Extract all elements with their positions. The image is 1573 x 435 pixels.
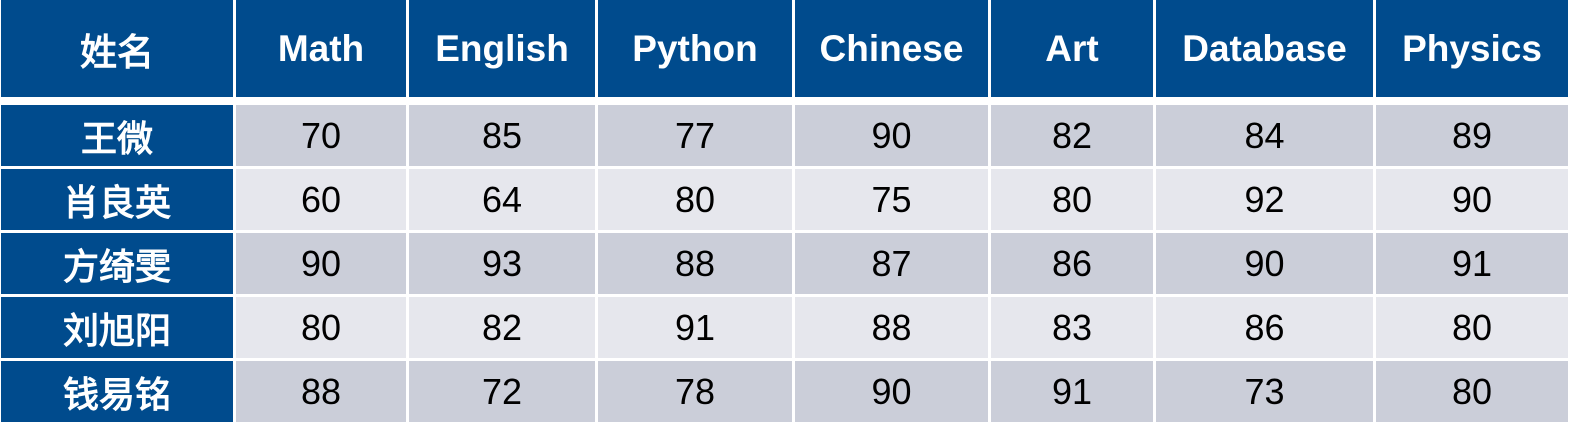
score-cell: 90 bbox=[795, 105, 988, 166]
score-cell: 85 bbox=[409, 105, 595, 166]
score-cell: 90 bbox=[1156, 233, 1373, 294]
score-cell: 89 bbox=[1376, 105, 1568, 166]
score-cell: 84 bbox=[1156, 105, 1373, 166]
score-cell: 77 bbox=[598, 105, 792, 166]
score-cell: 72 bbox=[409, 361, 595, 422]
score-cell: 82 bbox=[409, 297, 595, 358]
header-cell: 姓名 bbox=[1, 0, 233, 97]
name-cell: 王微 bbox=[1, 105, 233, 166]
score-cell: 64 bbox=[409, 169, 595, 230]
score-cell: 91 bbox=[1376, 233, 1568, 294]
name-cell: 方绮雯 bbox=[1, 233, 233, 294]
score-cell: 91 bbox=[598, 297, 792, 358]
score-table: 姓名 Math English Python Chinese Art Database Phy… bbox=[1, 0, 1568, 422]
score-cell: 82 bbox=[991, 105, 1153, 166]
score-cell: 80 bbox=[1376, 297, 1568, 358]
score-cell: 80 bbox=[598, 169, 792, 230]
name-cell: 刘旭阳 bbox=[1, 297, 233, 358]
score-cell: 88 bbox=[598, 233, 792, 294]
score-cell: 87 bbox=[795, 233, 988, 294]
score-cell: 83 bbox=[991, 297, 1153, 358]
score-cell: 86 bbox=[1156, 297, 1373, 358]
score-cell: 88 bbox=[236, 361, 406, 422]
header-cell: Python bbox=[598, 0, 792, 97]
score-cell: 80 bbox=[1376, 361, 1568, 422]
score-cell: 70 bbox=[236, 105, 406, 166]
score-cell: 60 bbox=[236, 169, 406, 230]
score-cell: 78 bbox=[598, 361, 792, 422]
score-cell: 88 bbox=[795, 297, 988, 358]
score-cell: 91 bbox=[991, 361, 1153, 422]
header-cell: Chinese bbox=[795, 0, 988, 97]
header-cell: Physics bbox=[1376, 0, 1568, 97]
header-cell: Math bbox=[236, 0, 406, 97]
name-cell: 肖良英 bbox=[1, 169, 233, 230]
header-cell: Database bbox=[1156, 0, 1373, 97]
score-cell: 75 bbox=[795, 169, 988, 230]
header-cell: Art bbox=[991, 0, 1153, 97]
score-cell: 86 bbox=[991, 233, 1153, 294]
score-cell: 90 bbox=[1376, 169, 1568, 230]
score-cell: 92 bbox=[1156, 169, 1373, 230]
score-cell: 80 bbox=[991, 169, 1153, 230]
score-cell: 80 bbox=[236, 297, 406, 358]
name-cell: 钱易铭 bbox=[1, 361, 233, 422]
score-cell: 90 bbox=[795, 361, 988, 422]
score-cell: 90 bbox=[236, 233, 406, 294]
score-cell: 93 bbox=[409, 233, 595, 294]
score-cell: 73 bbox=[1156, 361, 1373, 422]
header-cell: English bbox=[409, 0, 595, 97]
